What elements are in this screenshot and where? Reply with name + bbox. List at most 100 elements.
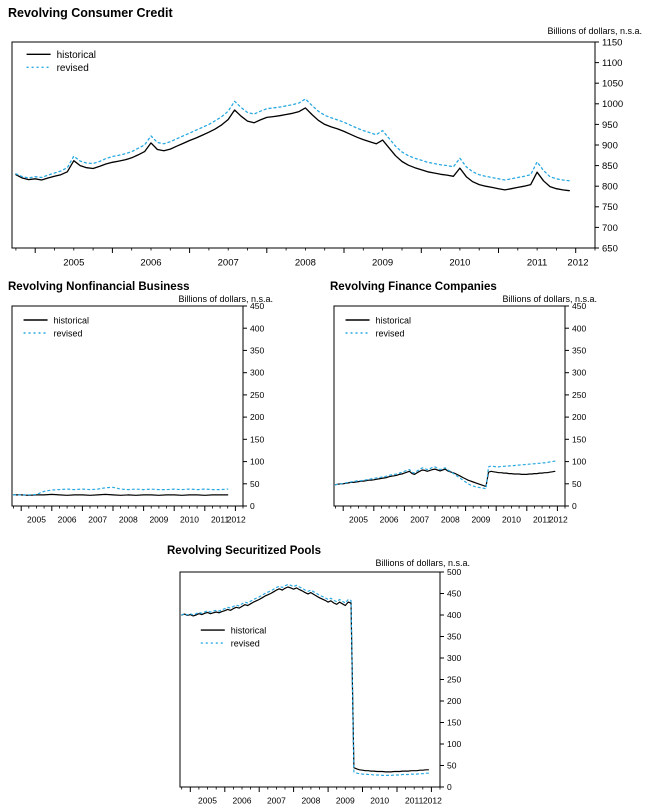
- x-tick-label: 2006: [58, 515, 77, 525]
- x-tick-label: 2011: [405, 796, 424, 806]
- x-tick-label: 2008: [295, 258, 316, 269]
- axis-unit-label: Billions of dollars, n.s.a.: [375, 558, 470, 568]
- x-tick-label: 2006: [380, 515, 399, 525]
- y-tick-label: 400: [250, 323, 264, 333]
- y-tick-label: 250: [447, 675, 461, 685]
- y-tick-label: 700: [602, 223, 618, 234]
- y-tick-label: 500: [447, 567, 461, 577]
- y-tick-label: 0: [572, 501, 577, 511]
- y-tick-label: 400: [447, 610, 461, 620]
- y-tick-label: 1150: [602, 37, 622, 48]
- plot-area-nonfinancial-business: 0 50 100 150 200 250 300 350 400 450 2005 2006 2007 2…: [11, 301, 264, 525]
- x-tick-label: 2010: [180, 515, 199, 525]
- legend-label-historical: historical: [57, 50, 96, 61]
- x-tick-label: 2011: [211, 515, 230, 525]
- plot-frame: [11, 305, 244, 507]
- plot-frame: [11, 41, 596, 249]
- x-tick-label: 2007: [88, 515, 107, 525]
- y-tick-label: 350: [447, 632, 461, 642]
- y-tick-label: 250: [572, 390, 586, 400]
- x-tick-label: 2011: [527, 258, 547, 269]
- x-tick-label: 2010: [370, 796, 389, 806]
- x-tick-label: 2007: [267, 796, 286, 806]
- y-tick-label: 450: [250, 301, 264, 311]
- x-tick-label: 2007: [218, 258, 239, 269]
- x-tick-label: 2010: [449, 258, 470, 269]
- y-tick-label: 900: [602, 140, 618, 151]
- x-tick-label: 2005: [349, 515, 368, 525]
- y-tick-label: 800: [602, 182, 618, 193]
- historical-series-line: [15, 107, 570, 192]
- x-tick-label: 2009: [372, 258, 393, 269]
- y-tick-label: 650: [602, 243, 618, 254]
- legend-label-revised: revised: [54, 329, 83, 339]
- historical-series-line: [12, 493, 229, 496]
- revised-series-line: [12, 486, 229, 496]
- y-tick-label: 250: [250, 390, 264, 400]
- legend-label-historical: historical: [231, 626, 267, 636]
- x-tick-label: 2005: [27, 515, 46, 525]
- x-tick-label: 2008: [119, 515, 138, 525]
- y-tick-label: 850: [602, 161, 618, 172]
- x-tick-label: 2012: [423, 796, 442, 806]
- legend-label-revised: revised: [57, 63, 89, 74]
- y-tick-label: 0: [447, 782, 452, 792]
- x-tick-label: 2007: [410, 515, 429, 525]
- y-tick-label: 150: [250, 434, 264, 444]
- y-tick-label: 200: [250, 412, 264, 422]
- y-tick-label: 300: [250, 368, 264, 378]
- legend-label-revised: revised: [376, 329, 405, 339]
- x-tick-label: 2011: [533, 515, 552, 525]
- y-tick-label: 50: [250, 479, 260, 489]
- y-tick-label: 50: [447, 761, 457, 771]
- x-tick-label: 2012: [227, 515, 246, 525]
- x-tick-label: 2009: [336, 796, 355, 806]
- y-tick-label: 950: [602, 120, 618, 131]
- y-tick-label: 200: [447, 696, 461, 706]
- historical-series-line: [181, 586, 430, 773]
- x-tick-label: 2010: [502, 515, 521, 525]
- y-tick-label: 100: [250, 457, 264, 467]
- revised-series-line: [181, 583, 430, 776]
- historical-series-line: [334, 468, 556, 487]
- axis-unit-label: Billions of dollars, n.s.a.: [502, 294, 597, 304]
- y-tick-label: 1050: [602, 79, 623, 90]
- y-tick-label: 750: [602, 202, 618, 213]
- x-tick-label: 2009: [471, 515, 490, 525]
- y-tick-label: 200: [572, 412, 586, 422]
- y-tick-label: 100: [572, 457, 586, 467]
- x-tick-label: 2005: [198, 796, 217, 806]
- plot-area-consumer-credit: 650 700 750 800 850 900 950 1000 1050 1100 1150 200…: [11, 37, 623, 269]
- x-tick-label: 2006: [233, 796, 252, 806]
- y-tick-label: 100: [447, 739, 461, 749]
- y-tick-label: 1100: [602, 58, 622, 69]
- y-tick-label: 50: [572, 479, 582, 489]
- plot-area-finance-companies: 0 50 100 150 200 250 300 350 400 450 2005 2006 2007 2…: [333, 301, 586, 525]
- y-tick-label: 1000: [602, 99, 623, 110]
- plot-frame: [179, 571, 441, 788]
- x-tick-label: 2005: [63, 258, 84, 269]
- x-tick-label: 2012: [567, 258, 588, 269]
- y-tick-label: 350: [572, 346, 586, 356]
- y-tick-label: 300: [572, 368, 586, 378]
- legend-label-revised: revised: [231, 639, 260, 649]
- y-tick-label: 150: [572, 434, 586, 444]
- chart-title: Revolving Consumer Credit: [8, 6, 173, 20]
- revised-series-line: [15, 98, 570, 182]
- y-tick-label: 400: [572, 323, 586, 333]
- axis-unit-label: Billions of dollars, n.s.a.: [547, 26, 642, 36]
- plot-area-securitized-pools: 0 50 100 150 200 250 300 350 400 450 500 2005 2006 20…: [179, 567, 461, 806]
- y-tick-label: 450: [447, 589, 461, 599]
- y-tick-label: 300: [447, 653, 461, 663]
- legend-label-historical: historical: [54, 316, 90, 326]
- y-tick-label: 150: [447, 718, 461, 728]
- x-tick-label: 2009: [149, 515, 168, 525]
- x-tick-label: 2006: [140, 258, 161, 269]
- revised-series-line: [334, 460, 556, 490]
- plot-frame: [333, 305, 566, 507]
- x-tick-label: 2008: [441, 515, 460, 525]
- axis-unit-label: Billions of dollars, n.s.a.: [178, 294, 273, 304]
- y-tick-label: 350: [250, 346, 264, 356]
- x-tick-label: 2008: [301, 796, 320, 806]
